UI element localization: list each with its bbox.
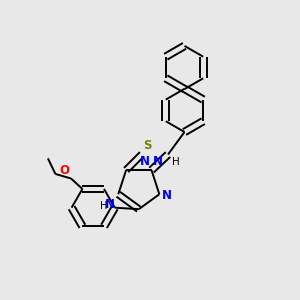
Text: S: S (143, 139, 152, 152)
Text: H: H (172, 157, 179, 167)
Text: N: N (162, 189, 172, 202)
Text: N: N (153, 155, 163, 168)
Text: H: H (100, 201, 107, 212)
Text: O: O (59, 164, 70, 177)
Text: N: N (105, 198, 115, 211)
Text: N: N (140, 155, 150, 168)
